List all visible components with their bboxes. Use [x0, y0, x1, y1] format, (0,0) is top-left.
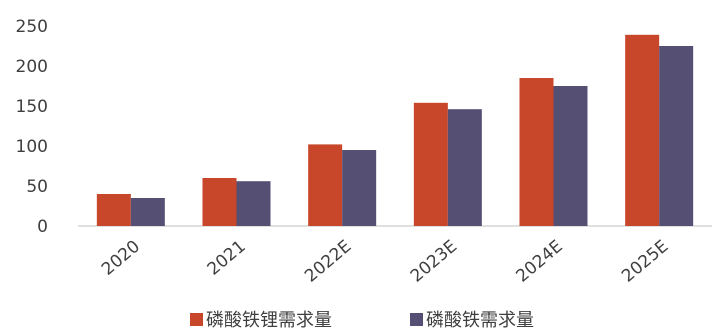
bar-fp-2020: [130, 198, 165, 226]
legend-label: 磷酸铁需求量: [426, 310, 534, 331]
bar-fp-2022E: [342, 150, 377, 226]
bar-lfp-2024E: [519, 78, 554, 226]
x-axis-labels: 2020 2021 2022E 2023E 2024E 2025E: [98, 237, 672, 287]
x-tick-label: 2024E: [512, 237, 566, 287]
bar-lfp-2020: [96, 194, 131, 226]
bar-lfp-2021: [202, 178, 237, 226]
legend-swatch: [410, 313, 423, 326]
legend-label: 磷酸铁锂需求量: [206, 310, 332, 331]
x-tick-label: 2021: [204, 237, 250, 280]
y-tick-label: 100: [16, 137, 48, 157]
y-tick-label: 0: [37, 217, 48, 237]
bar-fp-2021: [236, 181, 271, 226]
x-tick-label: 2025E: [618, 237, 672, 287]
y-axis-ticks: 0 50 100 150 200 250: [16, 17, 48, 237]
bar-fp-2023E: [447, 109, 482, 226]
legend: 磷酸铁锂需求量 磷酸铁需求量: [190, 310, 534, 331]
x-tick-label: 2020: [98, 237, 144, 280]
bars-group: [96, 34, 694, 226]
bar-lfp-2022E: [308, 144, 343, 226]
bar-fp-2025E: [659, 46, 694, 226]
y-tick-label: 150: [16, 97, 48, 117]
bar-lfp-2023E: [413, 102, 448, 226]
y-tick-label: 200: [16, 57, 48, 77]
y-tick-label: 250: [16, 17, 48, 37]
x-tick-label: 2022E: [301, 237, 355, 287]
x-tick-label: 2023E: [407, 237, 461, 287]
bar-fp-2024E: [553, 86, 588, 226]
bar-lfp-2025E: [625, 34, 660, 226]
legend-swatch: [190, 313, 203, 326]
y-tick-label: 50: [26, 177, 48, 197]
